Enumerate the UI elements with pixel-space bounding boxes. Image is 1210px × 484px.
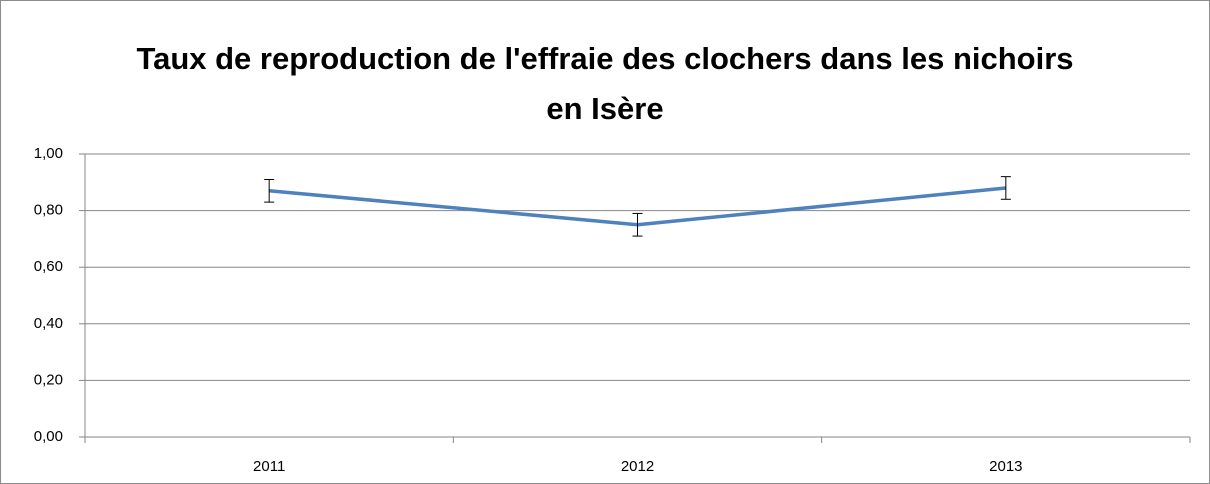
y-tick-label: 0,00 [34,428,63,445]
y-tick-label: 0,20 [34,371,63,388]
x-tick-label: 2011 [253,458,285,475]
chart-title: Taux de reproduction de l'effraie des cl… [136,41,1074,126]
y-tick-label: 1,00 [34,145,63,162]
y-tick-label: 0,60 [34,258,63,275]
y-tick-label: 0,40 [34,315,63,332]
y-tick-label: 0,80 [34,202,63,219]
x-tick-label: 2012 [621,458,654,475]
x-tick-label: 2013 [989,458,1022,475]
